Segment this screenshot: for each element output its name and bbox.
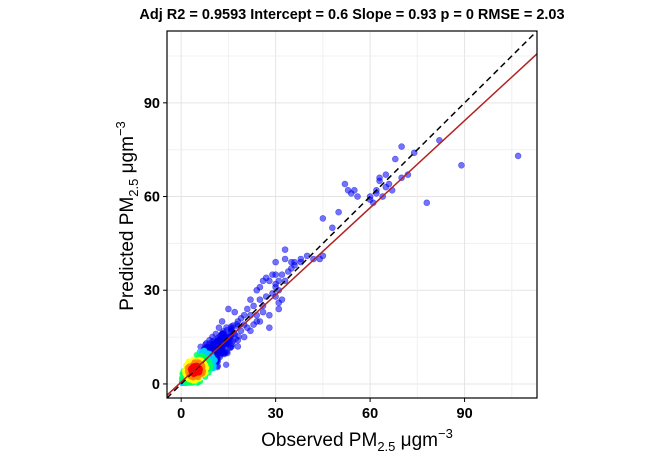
data-point (281, 255, 289, 263)
data-point (278, 271, 286, 278)
data-point (256, 318, 264, 325)
data-point (234, 343, 242, 350)
reference-lines (167, 31, 537, 398)
x-axis-label-sub: 2.5 (377, 439, 395, 454)
x-axis-label-sup: −3 (438, 426, 453, 441)
data-point (231, 308, 239, 316)
data-point (382, 183, 390, 191)
data-point (341, 180, 349, 188)
data-point (215, 324, 223, 332)
data-point (391, 155, 399, 163)
identity-line (167, 31, 537, 398)
data-point (354, 193, 361, 200)
x-tick-label: 30 (268, 406, 284, 422)
data-point (514, 152, 522, 160)
data-point (247, 296, 254, 303)
y-tick-label: 30 (144, 283, 160, 299)
data-point (278, 296, 286, 303)
grid-lines (167, 31, 537, 398)
data-point (319, 252, 327, 260)
x-tick-label: 90 (457, 406, 473, 422)
data-point (423, 199, 431, 207)
x-axis-label-main: Observed PM (261, 430, 377, 451)
data-point (250, 302, 257, 310)
x-axis-label: Observed PM2.5 μgm−3 (261, 426, 453, 454)
fit-line (167, 53, 537, 396)
x-tick-label: 60 (362, 406, 378, 422)
data-point (225, 305, 232, 313)
data-point (319, 215, 327, 222)
data-point (218, 318, 226, 325)
x-axis-ticks: 0 30 60 90 (177, 398, 473, 422)
y-axis-label-group: Predicted PM2.5 μgm−3 (113, 121, 141, 311)
data-point (272, 293, 279, 300)
data-point (269, 271, 276, 278)
data-point (259, 277, 267, 285)
chart-title: Adj R2 = 0.9593 Intercept = 0.6 Slope = … (139, 7, 564, 23)
data-point (275, 305, 283, 313)
x-axis-label-unit: μgm (395, 430, 438, 451)
y-axis-label-main: Predicted PM (117, 197, 138, 311)
data-point (253, 286, 261, 294)
data-point (259, 308, 267, 316)
data-points (178, 137, 522, 387)
y-axis-label-unit: μgm (117, 136, 138, 179)
data-point (266, 324, 273, 332)
y-axis-label-sup: −3 (113, 121, 128, 136)
data-point (243, 305, 251, 313)
data-point (335, 208, 342, 216)
data-point (329, 224, 336, 232)
data-point (256, 296, 264, 303)
data-point (458, 162, 465, 169)
y-tick-label: 0 (152, 377, 160, 393)
data-point (281, 246, 289, 253)
data-point (275, 277, 283, 285)
data-point (247, 327, 254, 335)
data-point (351, 186, 358, 194)
y-tick-label: 90 (144, 96, 160, 112)
data-point (398, 143, 405, 150)
plot-frame (166, 30, 538, 399)
data-point (222, 361, 230, 369)
data-point (266, 311, 273, 319)
data-point (240, 333, 248, 341)
y-axis-ticks: 0 30 60 90 (144, 96, 167, 393)
data-point (291, 258, 298, 266)
y-tick-label: 60 (144, 190, 160, 206)
x-tick-label: 0 (177, 406, 185, 422)
y-axis-label: Predicted PM2.5 μgm−3 (113, 121, 141, 311)
y-axis-label-sub: 2.5 (126, 179, 141, 197)
data-point (272, 258, 279, 266)
data-point (382, 171, 390, 178)
data-point (344, 186, 352, 194)
data-point (288, 265, 295, 272)
data-point (376, 177, 383, 185)
